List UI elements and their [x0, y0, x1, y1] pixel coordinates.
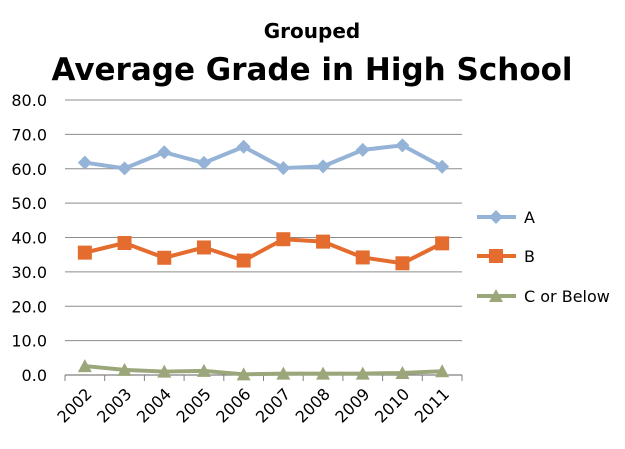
- series-line-c-or-below: [84, 364, 443, 377]
- data-point-a: [435, 159, 450, 174]
- data-point-b: [316, 234, 331, 249]
- data-point-a: [395, 138, 410, 153]
- legend-label-a: A: [524, 208, 535, 227]
- data-point-b: [236, 253, 251, 268]
- legend-marker-b: [489, 249, 503, 263]
- y-tick-label: 50.0: [11, 194, 47, 213]
- x-tick-label: 2010: [371, 384, 413, 426]
- data-point-b: [435, 236, 450, 251]
- x-tick-label: 2008: [292, 384, 334, 426]
- data-point-a: [276, 161, 291, 176]
- y-tick-label: 20.0: [11, 297, 47, 316]
- data-point-b: [395, 256, 410, 271]
- x-tick-label: 2006: [212, 384, 254, 426]
- x-tick-label: 2003: [93, 384, 135, 426]
- legend-marker-a: [489, 210, 503, 224]
- data-point-b: [276, 232, 291, 247]
- legend-marker-c-or-below: [489, 289, 503, 302]
- data-point-c-or-below: [316, 366, 331, 380]
- x-tick-label: 2009: [331, 384, 373, 426]
- data-point-b: [157, 250, 172, 265]
- data-point-b: [77, 245, 92, 260]
- data-point-c-or-below: [355, 366, 370, 380]
- x-tick-label: 2004: [133, 384, 175, 426]
- data-point-c-or-below: [435, 364, 450, 378]
- x-tick-label: 2002: [53, 384, 95, 426]
- data-point-a: [196, 155, 211, 170]
- series-line-b: [84, 237, 444, 266]
- data-point-b: [355, 250, 370, 265]
- y-tick-label: 40.0: [11, 229, 47, 248]
- y-tick-label: 60.0: [11, 160, 47, 179]
- y-tick-label: 10.0: [11, 332, 47, 351]
- y-axis: 0.0 10.0 20.0 30.0 40.0 50.0 60.0 70.0 80.0: [11, 91, 47, 385]
- chart-subtitle: Grouped: [264, 19, 360, 43]
- legend: A B C or Below: [477, 208, 610, 306]
- y-tick-label: 0.0: [22, 366, 47, 385]
- y-tick-label: 70.0: [11, 125, 47, 144]
- legend-label-b: B: [524, 247, 535, 266]
- data-point-a: [157, 145, 172, 160]
- legend-label-c-or-below: C or Below: [524, 287, 610, 306]
- x-tick-label: 2007: [252, 384, 294, 426]
- data-point-a: [355, 142, 370, 157]
- data-point-a: [117, 161, 132, 176]
- data-point-c-or-below: [276, 366, 291, 380]
- data-point-c-or-below: [117, 362, 132, 376]
- data-point-c-or-below: [236, 367, 251, 381]
- data-point-c-or-below: [157, 364, 172, 378]
- data-point-c-or-below: [77, 359, 92, 373]
- data-point-c-or-below: [395, 365, 410, 379]
- plot-area: [77, 138, 450, 381]
- series-line-a: [84, 143, 444, 171]
- y-tick-label: 80.0: [11, 91, 47, 110]
- x-tick-label: 2005: [173, 384, 215, 426]
- data-point-c-or-below: [196, 363, 211, 377]
- data-point-a: [316, 159, 331, 174]
- data-point-b: [196, 240, 211, 255]
- chart-title: Average Grade in High School: [51, 52, 572, 88]
- data-point-b: [117, 236, 132, 250]
- x-tick-label: 2011: [411, 384, 453, 426]
- data-point-a: [236, 139, 251, 154]
- y-tick-label: 30.0: [11, 263, 47, 282]
- data-point-a: [77, 155, 92, 170]
